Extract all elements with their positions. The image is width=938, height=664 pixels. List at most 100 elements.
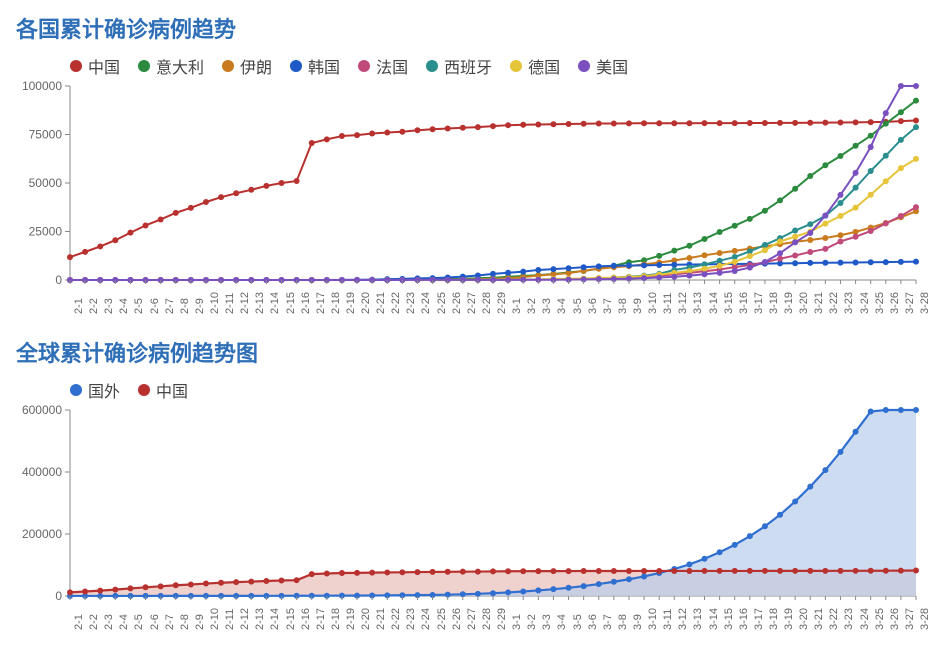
x-tick-label: 3-17: [753, 608, 765, 630]
x-tick-label: 2-7: [164, 614, 176, 630]
legend-swatch: [70, 60, 82, 72]
x-tick-label: 2-23: [405, 292, 417, 314]
legend-label: 伊朗: [240, 54, 272, 78]
svg-text:400000: 400000: [22, 465, 62, 479]
x-tick-label: 2-25: [436, 292, 448, 314]
x-tick-label: 2-26: [451, 292, 463, 314]
x-tick-label: 3-12: [677, 608, 689, 630]
legend-item: 韩国: [290, 54, 340, 78]
legend-label: 韩国: [308, 54, 340, 78]
chart2-plot: 0200000400000600000 2-12-22-32-42-52-62-…: [12, 404, 926, 634]
legend-label: 法国: [376, 54, 408, 78]
legend-label: 国外: [88, 378, 120, 402]
x-tick-label: 2-9: [194, 614, 206, 630]
x-tick-label: 3-14: [708, 292, 720, 314]
legend-item: 德国: [510, 54, 560, 78]
x-tick-label: 2-11: [224, 609, 236, 630]
legend-label: 意大利: [156, 54, 204, 78]
x-tick-label: 2-18: [330, 292, 342, 314]
x-tick-label: 3-21: [813, 608, 825, 630]
x-tick-label: 2-22: [390, 608, 402, 630]
x-tick-label: 2-16: [300, 608, 312, 630]
x-tick-label: 3-26: [889, 292, 901, 314]
x-tick-label: 3-25: [874, 608, 886, 630]
svg-text:200000: 200000: [22, 527, 62, 541]
legend-swatch: [222, 60, 234, 72]
legend-item: 意大利: [138, 54, 204, 78]
x-tick-label: 3-3: [541, 298, 553, 314]
x-tick-label: 3-24: [859, 292, 871, 314]
x-tick-label: 3-11: [662, 609, 674, 630]
x-tick-label: 2-12: [239, 292, 251, 314]
x-tick-label: 2-5: [133, 614, 145, 630]
x-tick-label: 2-19: [345, 292, 357, 314]
x-tick-label: 2-6: [149, 298, 161, 314]
legend-label: 中国: [156, 378, 188, 402]
x-tick-label: 2-15: [285, 608, 297, 630]
x-tick-label: 2-8: [179, 614, 191, 630]
global-trend-chart: 全球累计确诊病例趋势图 国外中国 0200000400000600000 2-1…: [12, 336, 926, 634]
x-tick-label: 2-27: [466, 292, 478, 314]
x-tick-label: 2-2: [88, 298, 100, 314]
x-tick-label: 3-7: [602, 298, 614, 314]
legend-label: 西班牙: [444, 54, 492, 78]
x-tick-label: 2-3: [103, 614, 115, 630]
legend-item: 法国: [358, 54, 408, 78]
x-tick-label: 3-24: [859, 608, 871, 630]
x-tick-label: 3-4: [556, 614, 568, 630]
x-tick-label: 2-5: [133, 298, 145, 314]
x-tick-label: 2-4: [118, 614, 130, 630]
x-tick-label: 2-7: [164, 298, 176, 314]
x-tick-label: 2-14: [269, 608, 281, 630]
x-tick-label: 3-3: [541, 614, 553, 630]
x-tick-label: 2-24: [420, 292, 432, 314]
x-tick-label: 2-9: [194, 298, 206, 314]
x-tick-label: 3-17: [753, 292, 765, 314]
x-tick-label: 3-10: [647, 608, 659, 630]
x-tick-label: 3-2: [526, 298, 538, 314]
legend-swatch: [138, 60, 150, 72]
legend-item: 西班牙: [426, 54, 492, 78]
legend-swatch: [578, 60, 590, 72]
x-tick-label: 2-26: [451, 608, 463, 630]
x-tick-label: 2-24: [420, 608, 432, 630]
x-tick-label: 3-18: [768, 292, 780, 314]
legend-item: 美国: [578, 54, 628, 78]
x-tick-label: 2-13: [254, 608, 266, 630]
svg-text:75000: 75000: [29, 128, 63, 142]
svg-text:25000: 25000: [29, 225, 63, 239]
x-tick-label: 3-4: [556, 298, 568, 314]
legend-swatch: [290, 60, 302, 72]
x-tick-label: 3-20: [798, 608, 810, 630]
x-tick-label: 3-19: [783, 608, 795, 630]
x-tick-label: 2-17: [315, 292, 327, 314]
svg-text:600000: 600000: [22, 404, 62, 417]
x-tick-label: 3-14: [708, 608, 720, 630]
x-tick-label: 2-20: [360, 608, 372, 630]
x-tick-label: 2-17: [315, 608, 327, 630]
x-tick-label: 2-1: [73, 614, 85, 630]
x-tick-label: 3-20: [798, 292, 810, 314]
x-tick-label: 3-28: [919, 608, 931, 630]
x-tick-label: 2-14: [269, 292, 281, 314]
x-tick-label: 3-23: [843, 292, 855, 314]
x-tick-label: 2-16: [300, 292, 312, 314]
x-tick-label: 2-27: [466, 608, 478, 630]
x-tick-label: 2-1: [73, 298, 85, 314]
legend-label: 中国: [88, 54, 120, 78]
x-tick-label: 3-16: [738, 608, 750, 630]
x-tick-label: 3-26: [889, 608, 901, 630]
x-tick-label: 2-21: [375, 292, 387, 314]
chart1-plot: 0250005000075000100000 2-12-22-32-42-52-…: [12, 80, 926, 318]
chart1-title: 各国累计确诊病例趋势: [16, 12, 926, 44]
x-tick-label: 3-27: [904, 292, 916, 314]
chart2-xlabels: 2-12-22-32-42-52-62-72-82-92-102-112-122…: [12, 596, 926, 634]
legend-swatch: [426, 60, 438, 72]
legend-swatch: [70, 384, 82, 396]
x-tick-label: 3-13: [692, 608, 704, 630]
x-tick-label: 2-29: [496, 608, 508, 630]
x-tick-label: 3-8: [617, 614, 629, 630]
x-tick-label: 2-28: [481, 608, 493, 630]
chart2-title: 全球累计确诊病例趋势图: [16, 336, 926, 368]
x-tick-label: 3-2: [526, 614, 538, 630]
